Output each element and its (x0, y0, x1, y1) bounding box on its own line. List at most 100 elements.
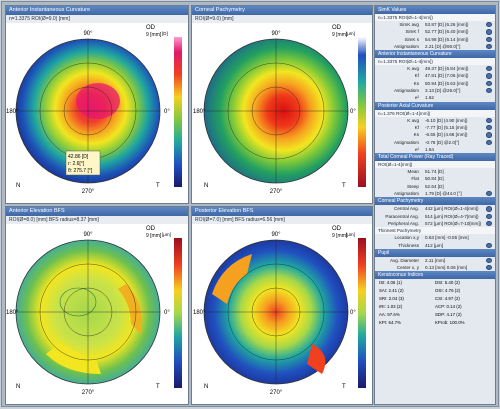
simk-sub: n=1.3375 ROI(Ø=1-4[mm]) (375, 14, 495, 21)
info-button[interactable] (486, 220, 492, 227)
scale-units: [μm] (346, 31, 355, 36)
tcp-sub: ROI(Ø=1-4[mm]) (375, 161, 495, 169)
post-row: Kf -7.77 [D] (5.15 [mm]) (375, 124, 495, 131)
post-row: Astigmatism -0.78 [D] @2.0[°] (375, 139, 495, 146)
info-button[interactable] (486, 124, 492, 131)
elevation-band-red (307, 344, 326, 374)
panel-anterior-elevation[interactable]: Anterior Elevation BFS ROI(Ø=8.0) [mm] B… (5, 206, 189, 405)
row-value: 47.81 [D] (7.06 [mm]) (425, 73, 469, 79)
row-label: Kf (414, 124, 419, 130)
row-label: Paracentral Avg. (385, 213, 419, 219)
panel-subtitle: ROI(Ø=8.0) [mm] BFS radius=8.37 [mm] (6, 216, 188, 224)
info-button[interactable] (486, 242, 492, 248)
row-label: SimK f (405, 29, 419, 35)
ant-row: Astigmatism 3.13 [D] @26.0[°] (375, 87, 495, 94)
info-button[interactable] (486, 80, 492, 87)
thinnest-row: Thickness 412 [μm] (375, 242, 495, 249)
kerato-row: KPI: 64.7% KProb: 100.0% (375, 319, 495, 327)
tcp-row: Steep 52.64 [D] (375, 183, 495, 190)
ant-row: K avg 49.37 [D] (6.84 [mm]) (375, 65, 495, 72)
row-label: Kf (414, 73, 419, 79)
color-scale (174, 37, 182, 187)
panel-pachymetry[interactable]: Corneal Pachymetry ROI(Ø=9.0) [mm] (191, 5, 373, 204)
tcp-title: Total Corneal Power (Ray Traced) (375, 153, 495, 162)
info-button[interactable] (486, 139, 492, 145)
kerato-row: ISI: 4.06 (1) DSI: 5.40 (2) (375, 279, 495, 287)
pachymetry-map[interactable]: 90° 0° 180° 270° N T OD 9 [mm] [μm] (192, 23, 372, 204)
panel-title: Corneal Pachymetry (192, 6, 372, 15)
row-value: 442 [μm] ROI(Ø=1-4[mm]) (425, 206, 479, 212)
info-button[interactable] (486, 36, 492, 42)
posterior-elevation-map[interactable]: 90° 0° 180° 270° N T OD 9 [mm] [μm] (192, 224, 372, 405)
panel-posterior-elevation[interactable]: Posterior Elevation BFS ROI(Ø=7.0) [mm] … (191, 206, 373, 405)
row-value: 1.79 [D] @44.0 [°] (425, 191, 462, 197)
kerato-row: IRI: 1.03 (2) ACP: 0.14 (2) (375, 303, 495, 311)
info-button[interactable] (486, 213, 492, 219)
row-value: 0.13 [mm] 0.06 [mm] (425, 265, 468, 271)
info-button[interactable] (486, 206, 492, 212)
panel-anterior-curvature[interactable]: Anterior Instantaneous Curvature n=1.337… (5, 5, 189, 204)
row-value: 1.64 (425, 146, 434, 152)
panel-subtitle: ROI(Ø=9.0) [mm] (192, 15, 372, 23)
panel-title: Anterior Instantaneous Curvature (6, 6, 188, 15)
info-button[interactable] (486, 265, 492, 271)
row-label: SimK avg (399, 22, 419, 27)
color-scale (358, 238, 366, 388)
curvature-map[interactable]: 90° 0° 180° 270° N T OD 9 [mm] 42.86 [D]… (6, 23, 188, 204)
row-label: Location x,y (394, 235, 419, 241)
info-button[interactable] (486, 132, 492, 138)
info-button[interactable] (486, 73, 492, 79)
ant-row: Ks 50.94 [D] (6.63 [mm]) (375, 80, 495, 87)
pupil-row: Center x, y 0.13 [mm] 0.06 [mm] (375, 264, 495, 271)
index-b: SDP: 4.17 (2) (435, 312, 462, 318)
post-axial-title: Posterior Axial Curvature (375, 101, 495, 110)
row-label: Central Avg. (394, 206, 419, 212)
anterior-elevation-map[interactable]: 90° 0° 180° 270° N T OD 9 [mm] [μm] (6, 224, 188, 405)
simk-row: Astigmatism 2.21 [D] @90.0[°] (375, 43, 495, 50)
label-90: 90° (83, 31, 93, 37)
panel-title: Posterior Elevation BFS (192, 207, 372, 216)
row-value: 2.21 [D] @90.0[°] (425, 43, 461, 49)
info-button[interactable] (486, 191, 492, 197)
index-b: CSI: 4.97 (2) (435, 296, 460, 302)
pachy-row: Paracentral Avg. 514 [μm] ROI(Ø=4-7[mm]) (375, 213, 495, 220)
size-label: 9 [mm] (332, 32, 348, 38)
panel-subtitle: ROI(Ø=7.0) [mm] BFS radius=6.56 [mm] (192, 216, 372, 224)
row-label: SimK s (404, 36, 419, 42)
label-n: N (204, 384, 208, 390)
thinnest-title: Thinnest Pachymetry (375, 227, 495, 235)
post-row: K avg -6.10 [D] (4.90 [mm]) (375, 117, 495, 124)
ant-inst-sub: n=1.3375 ROI(Ø=1-4[mm]) (375, 58, 495, 66)
simk-row: SimK avg 53.87 [D] (6.26 [mm]) (375, 21, 495, 28)
row-label: Thickness (398, 242, 419, 248)
info-button[interactable] (486, 43, 492, 50)
row-value: -7.77 [D] (5.15 [mm]) (425, 124, 468, 130)
row-label: Avg. Diameter (389, 257, 419, 263)
od-label: OD (146, 226, 156, 232)
index-b: OSI: 4.76 (2) (435, 288, 461, 294)
row-value: 50.94 [D] (6.63 [mm]) (425, 80, 469, 86)
info-button[interactable] (486, 88, 492, 94)
tooltip-angle: θ: 275.7 [°] (68, 168, 93, 174)
info-button[interactable] (486, 29, 492, 35)
info-button[interactable] (486, 66, 492, 72)
label-0: 0° (350, 109, 356, 115)
row-value: 50.84 [D] (425, 176, 444, 182)
row-value: 49.37 [D] (6.84 [mm]) (425, 66, 469, 72)
pachy-row: Peripheral Avg. 572 [μm] ROI(Ø=7-10[mm]) (375, 220, 495, 227)
label-t: T (342, 384, 346, 390)
row-label: Peripheral Avg. (387, 220, 419, 226)
info-button[interactable] (486, 22, 492, 28)
row-value: 54.98 [D] (6.14 [mm]) (425, 36, 469, 42)
info-button[interactable] (486, 257, 492, 264)
row-value: -6.55 [D] (4.68 [mm]) (425, 132, 468, 138)
row-label: e² (414, 146, 419, 152)
tcp-row: Mean 51.74 [D] (375, 168, 495, 175)
scale-units: [μm] (346, 232, 355, 237)
row-value: 514 [μm] ROI(Ø=4-7[mm]) (425, 213, 479, 219)
label-0: 0° (164, 109, 170, 115)
color-scale (174, 238, 182, 388)
info-button[interactable] (486, 117, 492, 123)
kerato-row: SAI: 2.41 (2) OSI: 4.76 (2) (375, 287, 495, 295)
